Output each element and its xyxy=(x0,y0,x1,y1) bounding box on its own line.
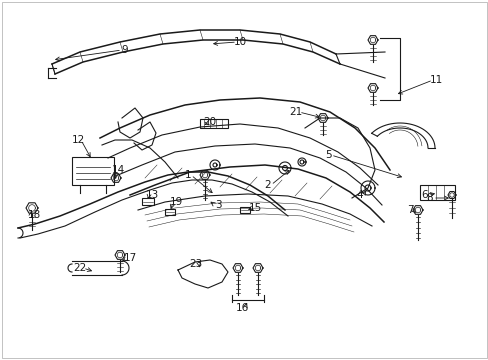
Polygon shape xyxy=(178,260,227,288)
Bar xyxy=(142,198,154,206)
Bar xyxy=(164,209,175,215)
Text: 12: 12 xyxy=(71,135,84,145)
Text: 13: 13 xyxy=(145,190,158,200)
Bar xyxy=(72,157,114,185)
Text: 5: 5 xyxy=(324,150,331,160)
Text: 14: 14 xyxy=(111,165,124,175)
Text: 3: 3 xyxy=(214,200,221,210)
Bar xyxy=(419,185,454,200)
Text: 17: 17 xyxy=(123,253,136,263)
Text: 6: 6 xyxy=(421,190,427,200)
Bar xyxy=(200,119,227,128)
Text: 18: 18 xyxy=(27,210,41,220)
Polygon shape xyxy=(118,108,142,138)
Text: 7: 7 xyxy=(406,205,412,215)
Text: 21: 21 xyxy=(289,107,302,117)
Text: 2: 2 xyxy=(264,180,271,190)
Text: 20: 20 xyxy=(203,117,216,127)
Text: 11: 11 xyxy=(428,75,442,85)
Text: 4: 4 xyxy=(356,190,363,200)
Text: 19: 19 xyxy=(169,197,182,207)
Text: 8: 8 xyxy=(426,193,432,203)
Text: 15: 15 xyxy=(248,203,261,213)
Text: 23: 23 xyxy=(189,259,202,269)
Text: 10: 10 xyxy=(233,37,246,47)
Text: 22: 22 xyxy=(73,263,86,273)
Polygon shape xyxy=(134,122,156,150)
Polygon shape xyxy=(305,118,374,198)
Text: 16: 16 xyxy=(235,303,248,313)
Text: 9: 9 xyxy=(122,45,128,55)
Text: 1: 1 xyxy=(184,170,191,180)
Bar xyxy=(240,207,249,213)
